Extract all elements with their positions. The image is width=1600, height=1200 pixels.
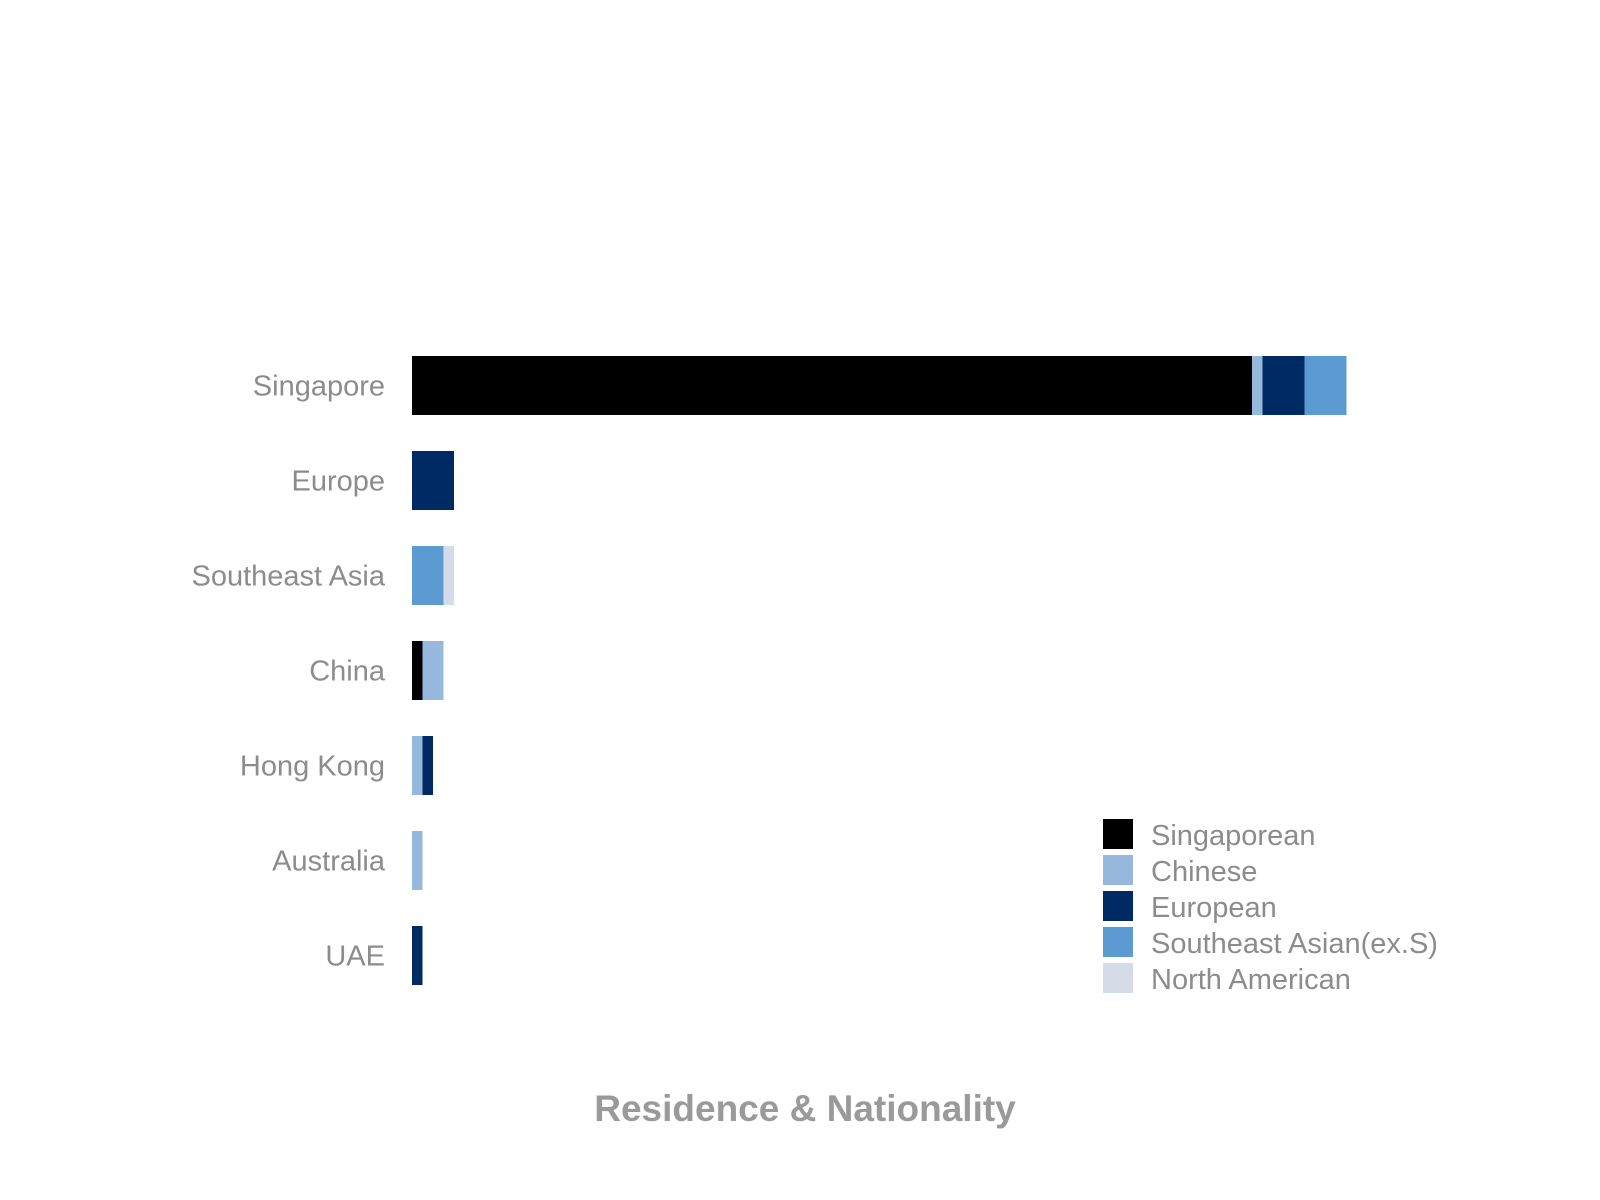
- bar-hong-kong-chinese: [412, 736, 423, 795]
- bar-china-chinese: [422, 641, 444, 700]
- legend: Singaporean Chinese European Southeast Asia…: [1103, 819, 1438, 996]
- bar-singapore-european: [1262, 356, 1305, 415]
- legend-label-chinese: Chinese: [1151, 856, 1257, 888]
- bar-singapore-chinese: [1252, 356, 1263, 415]
- category-label-australia: Australia: [272, 846, 386, 878]
- legend-label-southeast-asian-ex-s: Southeast Asian(ex.S): [1151, 928, 1438, 960]
- bar-europe-european: [412, 451, 454, 510]
- bar-southeast-asia-southeast-asian-ex-s: [412, 546, 444, 605]
- bar-hong-kong-european: [422, 736, 433, 795]
- category-labels: Singapore Europe Southeast Asia China Hong K…: [192, 371, 386, 973]
- legend-swatch-north-american: [1103, 963, 1133, 993]
- legend-swatch-european: [1103, 891, 1133, 921]
- bar-china-singaporean: [412, 641, 423, 700]
- legend-label-north-american: North American: [1151, 964, 1351, 996]
- category-label-southeast-asia: Southeast Asia: [192, 561, 386, 593]
- legend-swatch-singaporean: [1103, 819, 1133, 849]
- legend-label-singaporean: Singaporean: [1151, 820, 1315, 852]
- legend-swatch-chinese: [1103, 855, 1133, 885]
- bar-singapore-singaporean: [412, 356, 1252, 415]
- category-label-europe: Europe: [291, 466, 385, 498]
- category-label-china: China: [309, 656, 386, 688]
- bar-southeast-asia-north-american: [443, 546, 454, 605]
- category-label-hong-kong: Hong Kong: [240, 751, 385, 783]
- category-label-singapore: Singapore: [253, 371, 385, 403]
- bar-uae-european: [412, 926, 423, 985]
- bar-australia-chinese: [412, 831, 423, 890]
- bar-singapore-southeast-asian-ex-s: [1304, 356, 1347, 415]
- chart-title: Residence & Nationality: [594, 1088, 1016, 1129]
- category-label-uae: UAE: [325, 941, 385, 973]
- bars-layer: [412, 356, 1347, 985]
- legend-label-european: European: [1151, 892, 1277, 924]
- legend-swatch-southeast-asian-ex-s: [1103, 927, 1133, 957]
